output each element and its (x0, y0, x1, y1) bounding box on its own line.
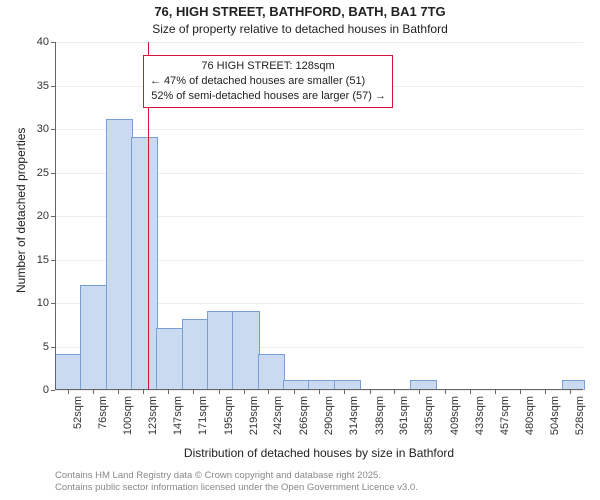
x-tick-label: 504sqm (549, 396, 561, 435)
x-tick-mark (68, 390, 69, 394)
x-tick-mark (294, 390, 295, 394)
chart-title: 76, HIGH STREET, BATHFORD, BATH, BA1 7TG (0, 4, 600, 19)
x-tick-mark (470, 390, 471, 394)
y-axis-line (55, 42, 56, 390)
x-tick-label: 52sqm (72, 396, 84, 429)
histogram-bar (232, 311, 259, 390)
y-tick-label: 40 (37, 36, 55, 48)
x-tick-mark (268, 390, 269, 394)
x-tick-label: 266sqm (298, 396, 310, 435)
annotation-line-1: 76 HIGH STREET: 128sqm (150, 59, 386, 74)
histogram-bar (55, 354, 82, 390)
histogram-bar (258, 354, 285, 390)
x-tick-label: 147sqm (172, 396, 184, 435)
annotation-box: 76 HIGH STREET: 128sqm← 47% of detached … (143, 55, 393, 108)
footer-line-2: Contains public sector information licen… (55, 482, 418, 494)
x-tick-mark (344, 390, 345, 394)
histogram-bar (80, 285, 107, 390)
gridline (55, 42, 583, 43)
y-tick-label: 25 (37, 167, 55, 179)
x-tick-label: 457sqm (499, 396, 511, 435)
x-tick-mark (520, 390, 521, 394)
histogram-bar (131, 137, 158, 390)
histogram-bar (207, 311, 234, 390)
plot-area: 051015202530354052sqm76sqm100sqm123sqm14… (55, 42, 583, 390)
x-tick-mark (244, 390, 245, 394)
x-tick-label: 433sqm (474, 396, 486, 435)
chart-footer: Contains HM Land Registry data © Crown c… (55, 470, 418, 495)
x-tick-label: 100sqm (122, 396, 134, 435)
x-tick-mark (394, 390, 395, 394)
annotation-line-2: ← 47% of detached houses are smaller (51… (150, 74, 386, 89)
x-tick-mark (168, 390, 169, 394)
histogram-bar (106, 119, 133, 390)
x-tick-label: 195sqm (223, 396, 235, 435)
x-tick-label: 528sqm (574, 396, 586, 435)
y-tick-label: 5 (43, 341, 55, 353)
x-tick-label: 385sqm (423, 396, 435, 435)
x-tick-mark (570, 390, 571, 394)
x-tick-mark (370, 390, 371, 394)
x-tick-label: 480sqm (524, 396, 536, 435)
y-axis-label: Number of detached properties (14, 128, 28, 293)
x-tick-label: 171sqm (197, 396, 209, 435)
footer-line-1: Contains HM Land Registry data © Crown c… (55, 470, 418, 482)
x-tick-mark (545, 390, 546, 394)
x-tick-mark (219, 390, 220, 394)
x-tick-label: 338sqm (374, 396, 386, 435)
x-tick-mark (319, 390, 320, 394)
x-tick-label: 123sqm (147, 396, 159, 435)
x-tick-label: 242sqm (272, 396, 284, 435)
histogram-bar (182, 319, 209, 390)
chart-container: 76, HIGH STREET, BATHFORD, BATH, BA1 7TG… (0, 0, 600, 500)
gridline (55, 129, 583, 130)
chart-subtitle: Size of property relative to detached ho… (0, 22, 600, 36)
y-tick-label: 35 (37, 80, 55, 92)
x-tick-label: 361sqm (398, 396, 410, 435)
x-tick-label: 76sqm (97, 396, 109, 429)
x-tick-label: 290sqm (323, 396, 335, 435)
x-tick-mark (193, 390, 194, 394)
x-tick-mark (118, 390, 119, 394)
x-axis-label: Distribution of detached houses by size … (55, 446, 583, 460)
x-tick-label: 409sqm (449, 396, 461, 435)
y-tick-label: 20 (37, 210, 55, 222)
y-tick-label: 30 (37, 123, 55, 135)
x-tick-mark (143, 390, 144, 394)
annotation-line-3: 52% of semi-detached houses are larger (… (150, 89, 386, 104)
y-tick-label: 15 (37, 254, 55, 266)
y-tick-label: 10 (37, 297, 55, 309)
x-tick-mark (495, 390, 496, 394)
y-tick-label: 0 (43, 384, 55, 396)
x-tick-label: 219sqm (248, 396, 260, 435)
x-tick-mark (93, 390, 94, 394)
x-tick-mark (445, 390, 446, 394)
x-axis-line (55, 389, 583, 390)
x-tick-mark (419, 390, 420, 394)
histogram-bar (156, 328, 183, 390)
x-tick-label: 314sqm (348, 396, 360, 435)
